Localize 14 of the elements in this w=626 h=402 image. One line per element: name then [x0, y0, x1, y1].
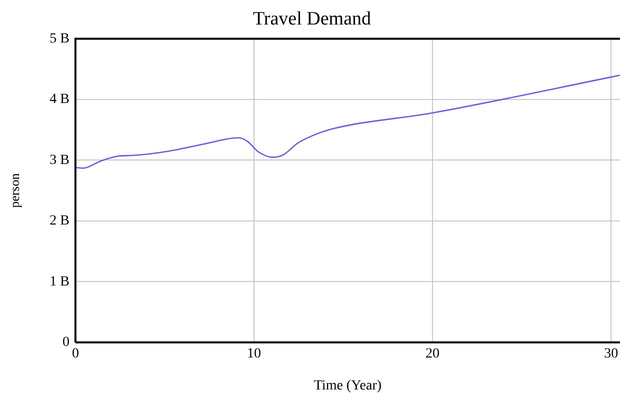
y-tick-label: 5 B — [50, 31, 70, 46]
y-axis-title: person — [7, 172, 22, 208]
x-tick-label: 20 — [426, 346, 440, 362]
x-axis-title: Time (Year) — [314, 378, 382, 394]
y-tick-label: 2 B — [50, 214, 70, 229]
x-tick-label: 0 — [72, 346, 79, 362]
y-tick-label: 4 B — [50, 92, 70, 108]
x-tick-label: 10 — [246, 346, 261, 362]
x-tick-label: 30 — [604, 346, 618, 362]
y-tick-label: 1 B — [50, 274, 70, 290]
y-tick-label: 0 — [62, 335, 70, 350]
chart-title: Travel Demand — [252, 8, 372, 30]
y-tick-label: 3 B — [50, 152, 70, 168]
line-series — [75, 74, 620, 169]
